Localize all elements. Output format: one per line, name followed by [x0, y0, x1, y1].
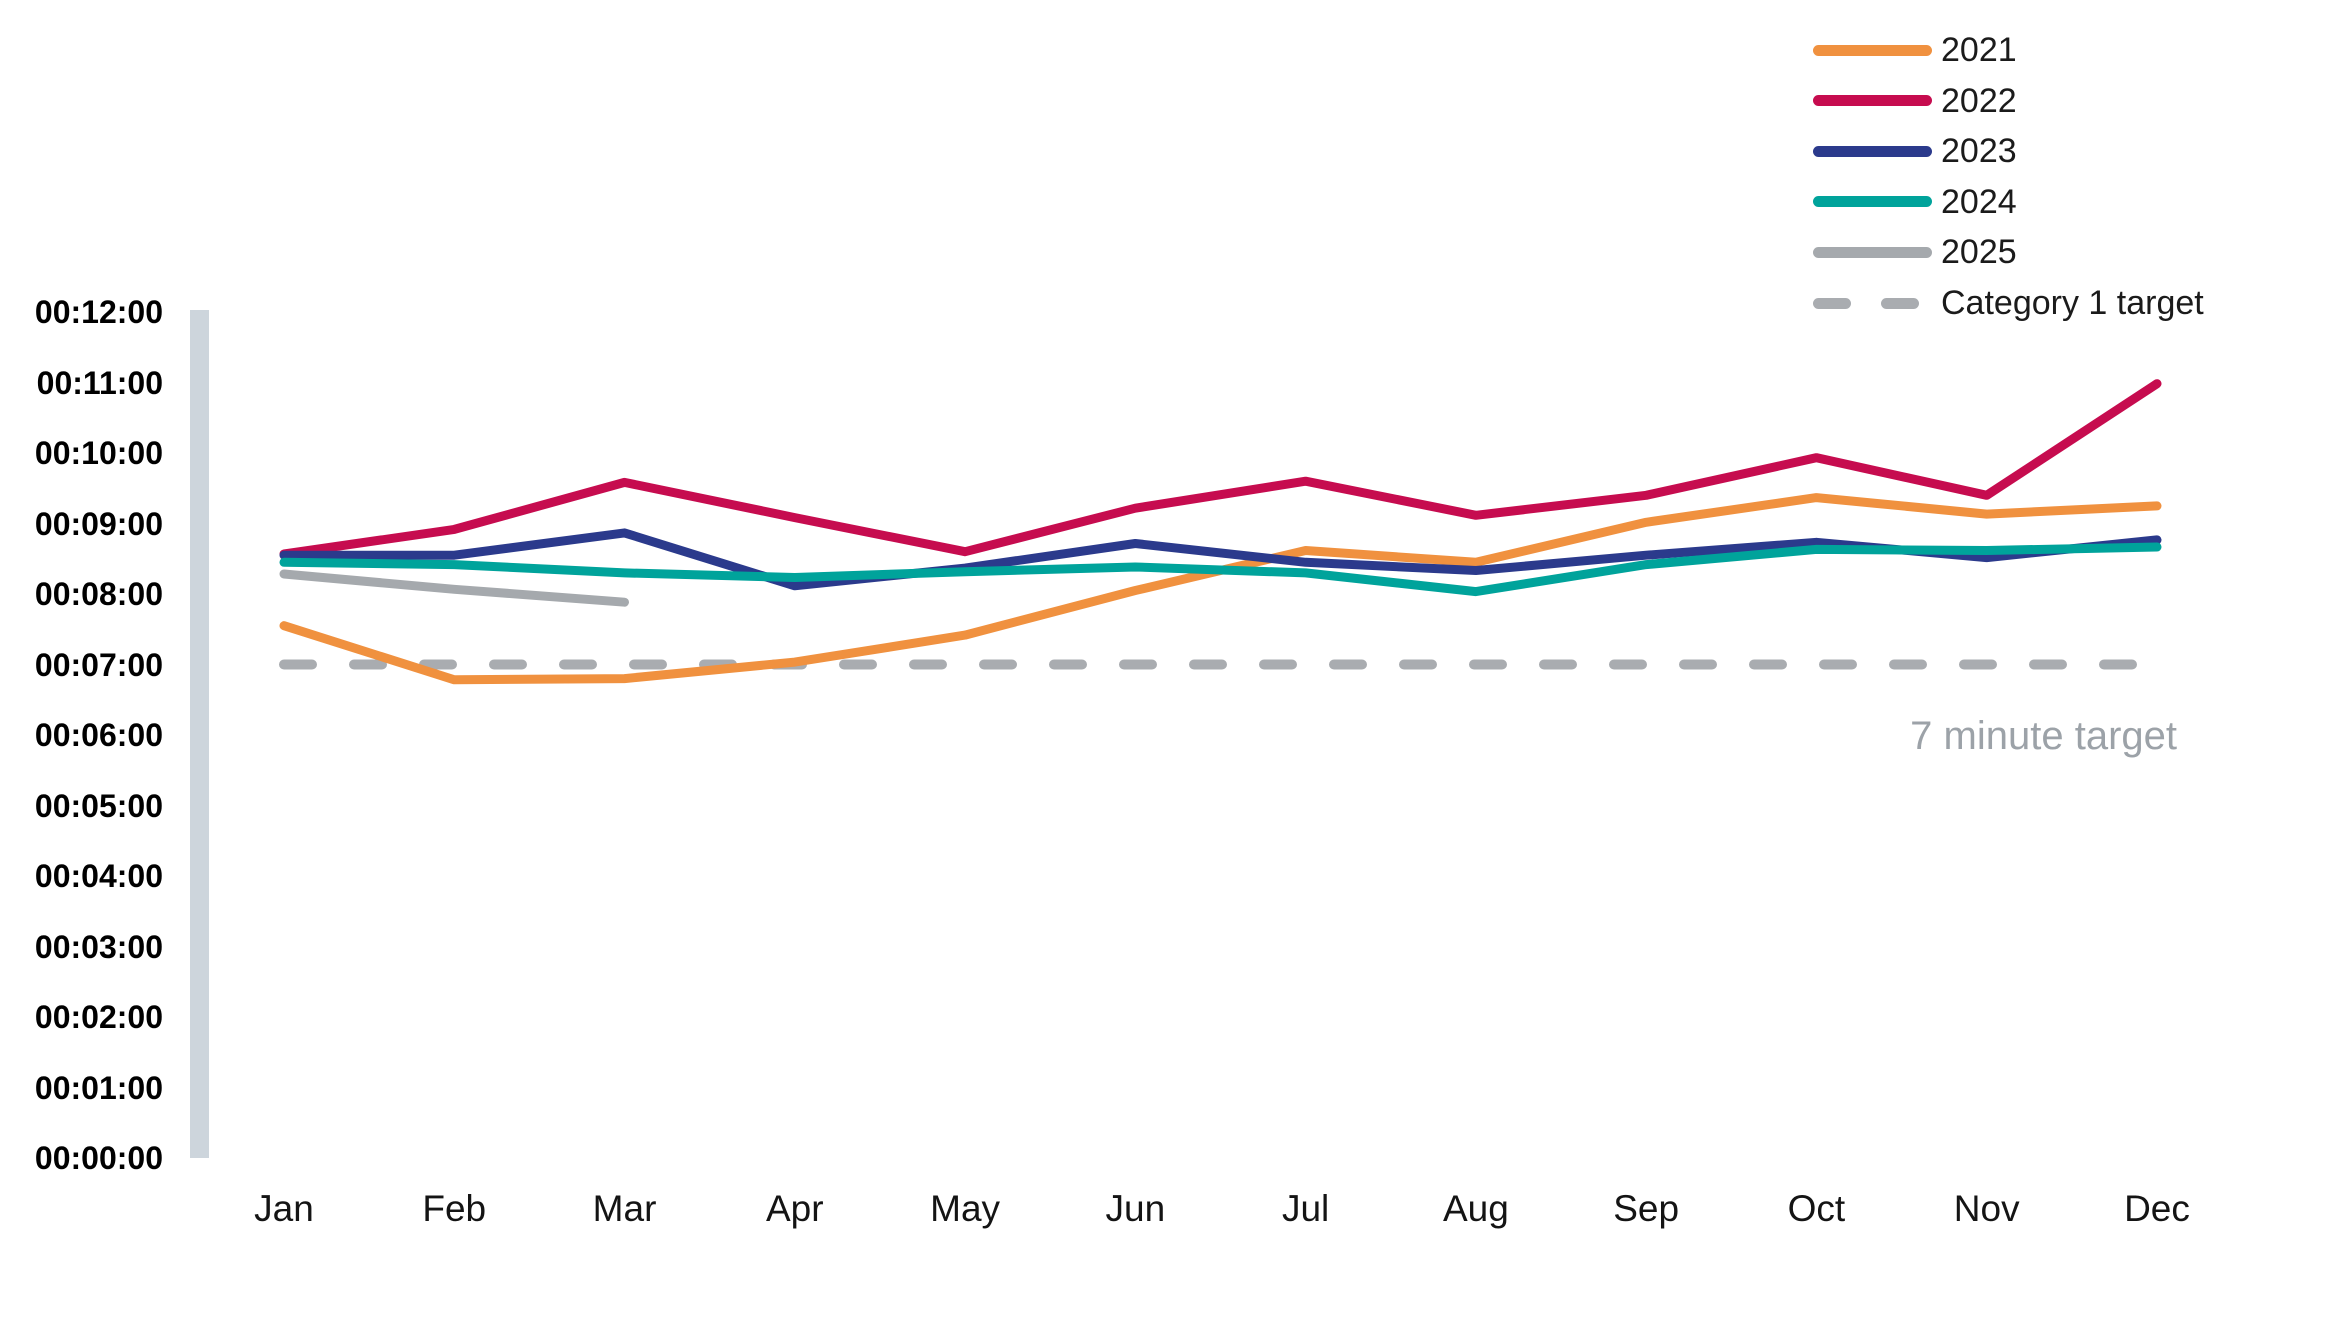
legend-swatch-2021 — [1813, 44, 1932, 56]
target-annotation-label: 7 minute target — [1910, 714, 2177, 758]
y-tick-label: 00:12:00 — [34, 294, 163, 330]
x-tick-label-feb: Feb — [422, 1188, 487, 1229]
legend-item-2021: 2021 — [1813, 32, 2017, 68]
legend-item-2023: 2023 — [1813, 133, 2017, 169]
y-tick-label: 00:07:00 — [34, 646, 163, 683]
legend-dash-segment — [1881, 297, 1919, 309]
legend-swatch-2025 — [1813, 246, 1932, 258]
series-line-2022 — [279, 379, 2162, 559]
y-tick-label: 00:02:00 — [34, 999, 163, 1035]
series-line-2025 — [279, 569, 629, 607]
legend-swatch-2022 — [1813, 95, 1932, 107]
legend-item-2022: 2022 — [1813, 83, 2017, 119]
legend-dash-segment — [1813, 297, 1851, 309]
x-tick-label-aug: Aug — [1442, 1188, 1509, 1229]
y-tick-label: 00:08:00 — [34, 576, 163, 612]
y-tick-label: 00:10:00 — [34, 435, 163, 471]
legend-item-2025: 2025 — [1813, 234, 2017, 270]
legend-swatch-category-1-target — [1813, 297, 1932, 309]
series-line-2021 — [279, 493, 2162, 685]
x-tick-label-oct: Oct — [1787, 1188, 1846, 1229]
legend-line-swatch — [1813, 95, 1932, 107]
legend-line-swatch — [1813, 145, 1932, 157]
x-tick-label-sep: Sep — [1613, 1188, 1680, 1229]
legend-label: 2022 — [1941, 81, 2017, 120]
y-tick-label: 00:03:00 — [34, 928, 163, 965]
y-tick-label: 00:00:00 — [34, 1140, 163, 1176]
x-tick-label-mar: Mar — [592, 1188, 657, 1229]
y-tick-label: 00:11:00 — [36, 364, 163, 401]
x-tick-label-dec: Dec — [2124, 1188, 2190, 1229]
legend-line-swatch — [1813, 196, 1932, 208]
legend-line-swatch — [1813, 246, 1932, 258]
y-tick-label: 00:06:00 — [34, 717, 163, 753]
legend-label: Category 1 target — [1941, 284, 2204, 322]
x-tick-label-jun: Jun — [1105, 1188, 1166, 1229]
series-line-2024 — [279, 542, 2162, 597]
x-tick-label-jul: Jul — [1281, 1188, 1330, 1229]
x-tick-label-may: May — [930, 1188, 1001, 1229]
series-line-2023 — [279, 528, 2162, 591]
legend-label: 2021 — [1941, 31, 2017, 69]
legend-line-swatch — [1813, 44, 1932, 56]
y-tick-label: 00:05:00 — [34, 787, 163, 824]
legend-swatch-2024 — [1813, 196, 1932, 208]
x-tick-label-nov: Nov — [1953, 1188, 2020, 1229]
y-tick-label: 00:01:00 — [34, 1069, 163, 1106]
x-tick-label-jan: Jan — [254, 1188, 314, 1229]
legend-item-2024: 2024 — [1813, 184, 2017, 220]
legend-item-category-1-target: Category 1 target — [1813, 285, 2204, 321]
y-tick-label: 00:04:00 — [34, 858, 163, 894]
y-tick-label: 00:09:00 — [34, 505, 163, 542]
x-tick-label-apr: Apr — [766, 1188, 824, 1229]
legend-label: 2024 — [1941, 182, 2017, 221]
legend-swatch-2023 — [1813, 145, 1932, 157]
legend-label: 2023 — [1941, 132, 2017, 171]
legend-label: 2025 — [1941, 233, 2017, 272]
y-axis-bar — [190, 310, 209, 1158]
